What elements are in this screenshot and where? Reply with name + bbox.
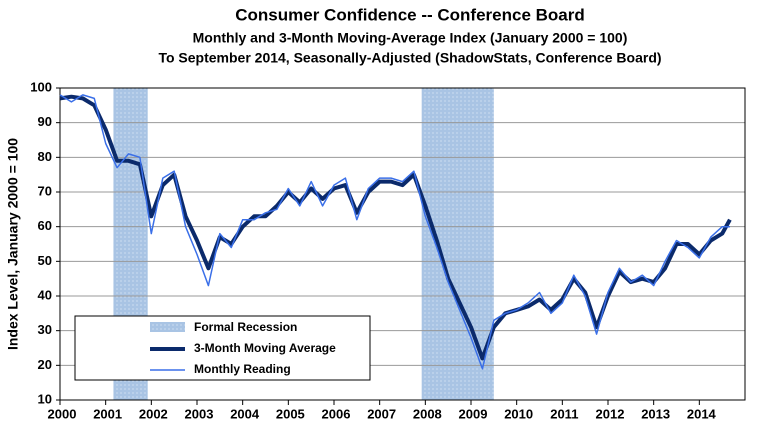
y-tick-label: 90 [38,114,52,129]
y-tick-label: 30 [38,322,52,337]
x-tick-label: 2001 [93,406,122,421]
y-tick-label: 100 [30,79,52,94]
x-tick-label: 2012 [596,406,625,421]
y-tick-label: 40 [38,287,52,302]
x-tick-label: 2006 [322,406,351,421]
x-tick-label: 2013 [641,406,670,421]
chart-subtitle: Monthly and 3-Month Moving-Average Index… [193,30,628,46]
legend-swatch [150,322,185,332]
chart-title: Consumer Confidence -- Conference Board [235,5,585,24]
y-tick-label: 20 [38,357,52,372]
y-tick-label: 10 [38,391,52,406]
chart-subtitle: To September 2014, Seasonally-Adjusted (… [158,50,661,66]
x-tick-label: 2009 [459,406,488,421]
x-tick-label: 2007 [367,406,396,421]
legend-label: Formal Recession [194,320,297,334]
legend-label: Monthly Reading [194,362,291,376]
x-tick-label: 2002 [139,406,168,421]
recession-band [421,88,494,400]
x-tick-label: 2011 [550,406,578,421]
legend-label: 3-Month Moving Average [194,341,336,355]
legend-box [74,315,371,381]
x-tick-label: 2000 [48,406,77,421]
plot-frame [59,87,746,401]
x-tick-label: 2004 [230,406,260,421]
series-line [59,94,730,370]
x-tick-label: 2014 [687,406,717,421]
x-tick-label: 2010 [504,406,533,421]
x-tick-label: 2003 [185,406,214,421]
y-tick-label: 70 [38,183,52,198]
x-tick-label: 2005 [276,406,305,421]
y-tick-label: 80 [38,149,52,164]
y-axis-label: Index Level, January 2000 = 100 [5,138,21,350]
y-tick-label: 50 [38,253,52,268]
x-tick-label: 2008 [413,406,442,421]
y-tick-label: 60 [38,218,52,233]
series-line [59,94,732,361]
